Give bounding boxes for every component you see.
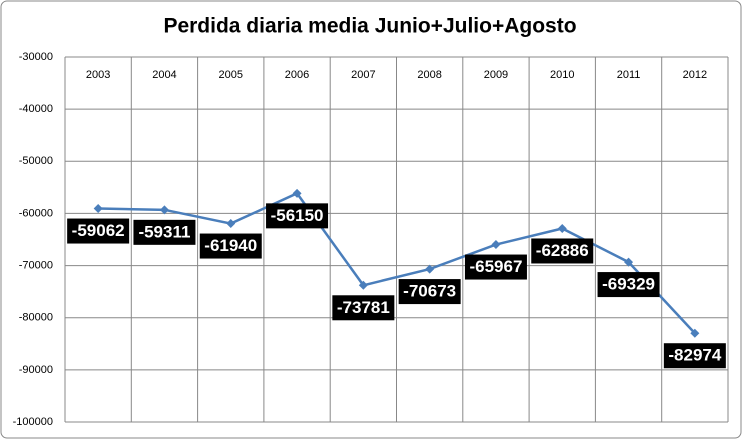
marker [690, 328, 700, 338]
data-label-text: -62886 [536, 241, 589, 260]
data-label-text: -70673 [403, 282, 456, 301]
data-label: -59062 [67, 218, 130, 244]
data-label-text: -82974 [668, 346, 721, 365]
x-tick-label: 2011 [617, 69, 641, 81]
data-label-box [332, 295, 395, 321]
data-label-box [597, 272, 660, 298]
data-label-text: -69329 [602, 275, 655, 294]
x-tick-label: 2005 [219, 69, 243, 81]
x-tick-label: 2008 [417, 69, 441, 81]
y-tick-label: -80000 [19, 312, 53, 324]
marker [624, 257, 634, 267]
data-label-box [199, 233, 262, 259]
data-label: -62886 [531, 238, 594, 264]
x-tick-label: 2009 [484, 69, 508, 81]
x-tick-label: 2010 [550, 69, 574, 81]
marker [491, 240, 501, 250]
x-tick-label: 2004 [152, 69, 176, 81]
marker [226, 219, 236, 229]
data-label: -65967 [464, 254, 527, 280]
y-tick-label: -70000 [19, 259, 53, 271]
data-label-box [133, 219, 196, 245]
data-label: -73781 [332, 295, 395, 321]
x-tick-label: 2007 [351, 69, 375, 81]
marker [557, 223, 567, 233]
chart-title: Perdida diaria media Junio+Julio+Agosto [163, 15, 576, 38]
marker [93, 204, 103, 214]
data-label: -70673 [398, 279, 461, 305]
data-label-box [663, 343, 726, 369]
data-label-box [398, 279, 461, 305]
data-label-box [266, 203, 329, 229]
data-label: -56150 [266, 203, 329, 229]
data-label: -61940 [199, 233, 262, 259]
x-tick-label: 2003 [86, 69, 110, 81]
y-tick-label: -50000 [19, 155, 53, 167]
data-label-text: -65967 [469, 257, 522, 276]
data-label-box [531, 238, 594, 264]
data-label: -69329 [597, 272, 660, 298]
data-label-text: -59062 [72, 221, 125, 240]
x-tick-label: 2012 [683, 69, 707, 81]
data-label-box [464, 254, 527, 280]
y-tick-label: -90000 [19, 364, 53, 376]
data-label-text: -56150 [271, 206, 324, 225]
line [98, 191, 696, 335]
marker [292, 188, 302, 198]
y-tick-label: -100000 [13, 416, 53, 428]
data-label-text: -59311 [138, 222, 190, 241]
data-label-text: -73781 [337, 298, 390, 317]
marker [358, 280, 368, 290]
data-label: -59311 [133, 219, 196, 245]
y-tick-label: -40000 [19, 103, 53, 115]
x-tick-label: 2006 [285, 69, 309, 81]
data-label-text: -61940 [204, 236, 257, 255]
marker [425, 264, 435, 274]
y-tick-label: -30000 [19, 51, 53, 63]
data-label: -82974 [663, 343, 726, 369]
y-tick-label: -60000 [19, 207, 53, 219]
data-label-box [67, 218, 130, 244]
marker [159, 205, 169, 215]
